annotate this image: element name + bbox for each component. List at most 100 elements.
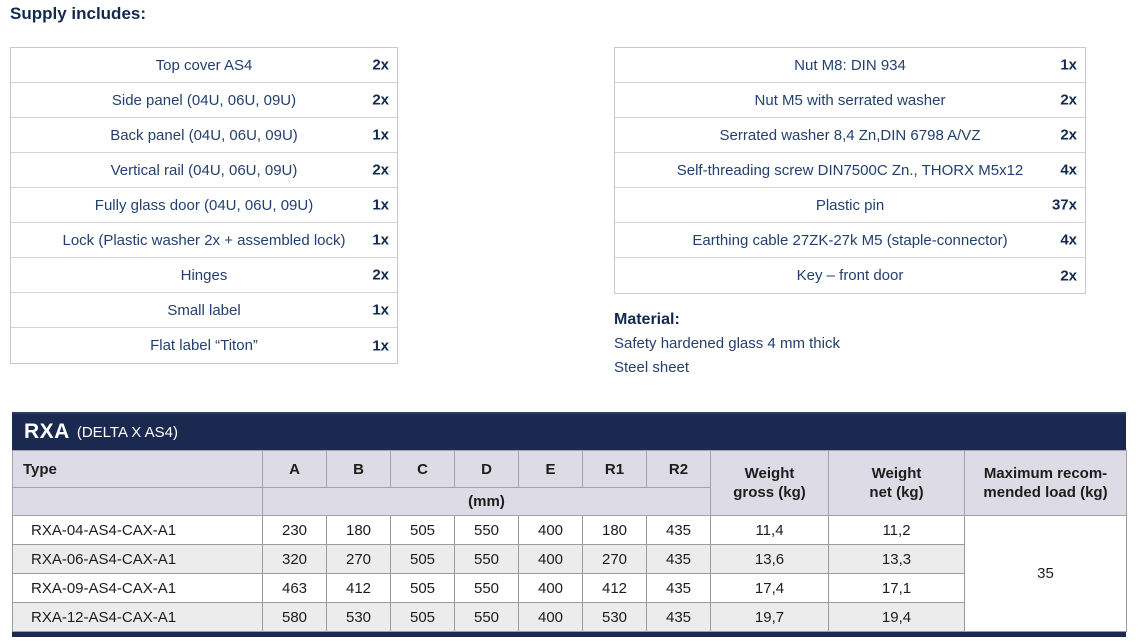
part-name: Hinges [180,266,228,284]
type-cell: RXA-12-AS4-CAX-A1 [12,602,263,632]
dim-cell: 270 [326,544,391,574]
part-quantity: 4x [1060,161,1077,179]
table-row: RXA-04-AS4-CAX-A1 230 180 505 550 400 18… [12,515,1127,632]
part-quantity: 4x [1060,231,1077,249]
weight-net-cell: 19,4 [828,602,965,632]
table-row: Nut M8: DIN 934 1x [615,48,1085,83]
part-name: Self-threading screw DIN7500C Zn., THORX… [676,161,1024,179]
column-header-r1: R1 [582,450,647,488]
part-name: Nut M5 with serrated washer [754,91,946,109]
dim-cell: 550 [454,602,519,632]
part-name: Side panel (04U, 06U, 09U) [111,91,297,109]
part-quantity: 2x [1060,126,1077,144]
material-section: Material: Safety hardened glass 4 mm thi… [614,311,840,380]
dim-cell: 412 [326,573,391,603]
table-row: Self-threading screw DIN7500C Zn., THORX… [615,153,1085,188]
column-header-max-load: Maximum recom- mended load (kg) [964,450,1127,516]
dim-cell: 412 [582,573,647,603]
part-quantity: 2x [1060,267,1077,284]
table-row: Serrated washer 8,4 Zn,DIN 6798 A/VZ 2x [615,118,1085,153]
column-header-e: E [518,450,583,488]
part-quantity: 2x [372,161,389,179]
table-row: RXA-06-AS4-CAX-A1 320 270 505 550 400 27… [12,544,1127,574]
dim-cell: 550 [454,515,519,545]
weight-gross-cell: 17,4 [710,573,829,603]
column-header-type: Type [12,450,263,488]
table-row: RXA-09-AS4-CAX-A1 463 412 505 550 400 41… [12,573,1127,603]
column-header-b: B [326,450,391,488]
dim-cell: 400 [518,515,583,545]
table-header-row: Type A B C D E R1 R2 Weight gross (kg) W… [12,450,1127,516]
weight-net-cell: 11,2 [828,515,965,545]
part-name: Fully glass door (04U, 06U, 09U) [94,196,314,214]
weight-net-cell: 13,3 [828,544,965,574]
supply-parts-table-left: Top cover AS4 2x Side panel (04U, 06U, 0… [10,47,398,364]
dim-cell: 580 [262,602,327,632]
header-line: Maximum recom- [983,465,1108,482]
part-name: Earthing cable 27ZK-27k M5 (staple-conne… [692,231,1008,249]
part-quantity: 37x [1051,196,1077,214]
dim-cell: 400 [518,573,583,603]
header-line: Weight [744,465,795,482]
spec-table-titlebar: RXA (DELTA X AS4) [12,412,1126,450]
part-quantity: 1x [372,301,389,319]
dim-cell: 530 [326,602,391,632]
table-row: Fully glass door (04U, 06U, 09U) 1x [11,188,397,223]
header-line: gross (kg) [733,484,806,501]
dim-cell: 505 [390,544,455,574]
dim-cell: 435 [646,515,711,545]
dim-cell: 505 [390,573,455,603]
dim-cell: 400 [518,602,583,632]
column-header-c: C [390,450,455,488]
weight-gross-cell: 19,7 [710,602,829,632]
part-quantity: 1x [372,337,389,354]
table-row: Key – front door 2x [615,258,1085,293]
part-quantity: 1x [372,126,389,144]
part-quantity: 2x [372,266,389,284]
material-line: Safety hardened glass 4 mm thick [614,335,840,352]
table-row: Nut M5 with serrated washer 2x [615,83,1085,118]
spec-table-subtitle: (DELTA X AS4) [76,423,178,441]
supply-parts-table-right: Nut M8: DIN 934 1x Nut M5 with serrated … [614,47,1086,294]
type-cell: RXA-04-AS4-CAX-A1 [12,515,263,545]
spec-table-section: RXA (DELTA X AS4) Type A B C D E R1 R2 W… [12,412,1127,637]
max-load-value: 35 [964,515,1127,632]
dim-cell: 463 [262,573,327,603]
dim-cell: 550 [454,573,519,603]
part-name: Top cover AS4 [155,56,253,74]
weight-gross-cell: 11,4 [710,515,829,545]
table-row: Plastic pin 37x [615,188,1085,223]
part-quantity: 1x [372,196,389,214]
part-quantity: 1x [372,231,389,249]
material-heading: Material: [614,311,680,328]
header-line: Weight [871,465,922,482]
weight-gross-cell: 13,6 [710,544,829,574]
part-name: Small label [167,301,241,319]
part-quantity: 2x [1060,91,1077,109]
dim-cell: 270 [582,544,647,574]
dim-cell: 505 [390,602,455,632]
empty-header-cell [12,487,263,516]
part-name: Key – front door [796,267,904,284]
part-quantity: 2x [372,91,389,109]
table-row: Small label 1x [11,293,397,328]
table-row: Vertical rail (04U, 06U, 09U) 2x [11,153,397,188]
table-row: RXA-12-AS4-CAX-A1 580 530 505 550 400 53… [12,602,1127,632]
column-header-weight-net: Weight net (kg) [828,450,965,516]
header-line: net (kg) [869,484,924,501]
unit-header-cell: (mm) [262,487,711,516]
column-header-r2: R2 [646,450,711,488]
part-name: Serrated washer 8,4 Zn,DIN 6798 A/VZ [719,126,981,144]
column-header-a: A [262,450,327,488]
table-row: Hinges 2x [11,258,397,293]
part-name: Flat label “Titon” [150,337,258,354]
dim-cell: 230 [262,515,327,545]
part-name: Lock (Plastic washer 2x + assembled lock… [62,231,346,249]
material-line: Steel sheet [614,359,690,376]
weight-net-cell: 17,1 [828,573,965,603]
dim-cell: 550 [454,544,519,574]
table-row: Back panel (04U, 06U, 09U) 1x [11,118,397,153]
dim-cell: 320 [262,544,327,574]
header-line: mended load (kg) [983,484,1108,501]
type-cell: RXA-09-AS4-CAX-A1 [12,573,263,603]
